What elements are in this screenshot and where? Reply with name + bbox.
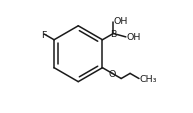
Text: O: O [109,69,116,78]
Text: B: B [110,30,117,39]
Text: OH: OH [126,33,141,42]
Text: F: F [41,30,47,39]
Text: CH₃: CH₃ [140,74,157,83]
Text: OH: OH [114,17,128,26]
